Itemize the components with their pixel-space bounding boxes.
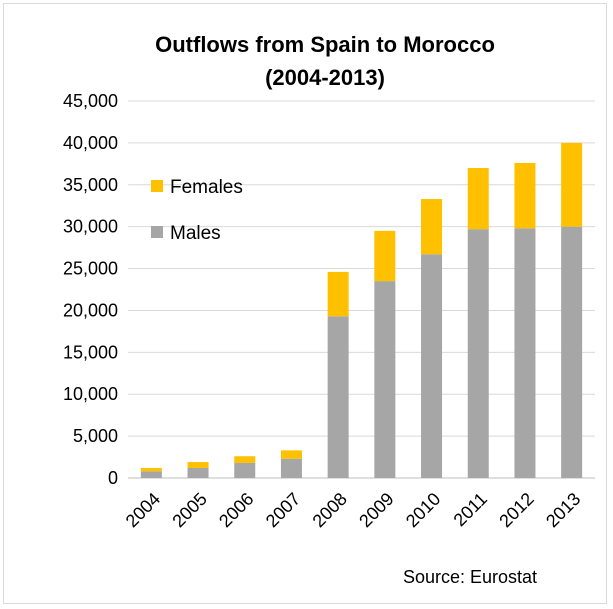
x-tick-label: 2011 xyxy=(450,489,492,531)
y-tick-label: 0 xyxy=(108,468,118,488)
x-tick-label: 2004 xyxy=(122,489,164,531)
bar-females-2009 xyxy=(374,231,395,281)
chart-subtitle: (2004-2013) xyxy=(265,65,385,90)
x-tick-label: 2005 xyxy=(168,489,210,531)
bar-females-2007 xyxy=(281,450,302,458)
bar-males-2013 xyxy=(561,227,582,478)
bar-males-2010 xyxy=(421,254,442,478)
legend-label-females: Females xyxy=(170,177,243,198)
bar-females-2012 xyxy=(514,163,535,228)
x-tick-label: 2009 xyxy=(355,489,397,531)
bar-females-2005 xyxy=(188,462,209,468)
y-tick-label: 5,000 xyxy=(73,426,118,446)
source-note: Source: Eurostat xyxy=(403,567,537,587)
bar-males-2007 xyxy=(281,459,302,478)
y-tick-label: 25,000 xyxy=(63,259,118,279)
legend-swatch-males xyxy=(151,226,163,238)
legend-swatch-females xyxy=(151,180,163,192)
bar-males-2011 xyxy=(468,229,489,478)
y-tick-label: 40,000 xyxy=(63,133,118,153)
bar-females-2013 xyxy=(561,143,582,227)
bar-males-2009 xyxy=(374,281,395,478)
bar-males-2006 xyxy=(234,463,255,478)
bar-females-2006 xyxy=(234,456,255,463)
bar-females-2008 xyxy=(328,272,349,316)
bar-males-2004 xyxy=(141,471,162,478)
y-axis-ticks: 0 5,000 10,000 15,000 20,000 25,000 30,000 35,0… xyxy=(63,91,118,488)
bar-females-2004 xyxy=(141,468,162,471)
chart-title: Outflows from Spain to Morocco xyxy=(155,32,495,57)
x-tick-label: 2007 xyxy=(262,489,304,531)
y-tick-label: 45,000 xyxy=(63,91,118,111)
x-tick-label: 2012 xyxy=(495,489,537,531)
bar-females-2011 xyxy=(468,168,489,229)
bar-males-2012 xyxy=(514,228,535,478)
bar-females-2010 xyxy=(421,199,442,254)
y-tick-label: 30,000 xyxy=(63,217,118,237)
legend-label-males: Males xyxy=(170,223,221,244)
y-tick-label: 20,000 xyxy=(63,300,118,320)
x-tick-label: 2013 xyxy=(542,489,584,531)
x-tick-label: 2010 xyxy=(402,489,444,531)
y-tick-label: 10,000 xyxy=(63,384,118,404)
x-tick-label: 2006 xyxy=(215,489,257,531)
y-tick-label: 35,000 xyxy=(63,175,118,195)
bar-males-2005 xyxy=(188,468,209,478)
bar-males-2008 xyxy=(328,316,349,478)
x-tick-label: 2008 xyxy=(309,489,351,531)
y-tick-label: 15,000 xyxy=(63,342,118,362)
legend: Females Males xyxy=(151,177,243,244)
x-axis-ticks: 2004 2005 2006 2007 2008 2009 2010 2011 2012 2013 xyxy=(122,489,585,531)
